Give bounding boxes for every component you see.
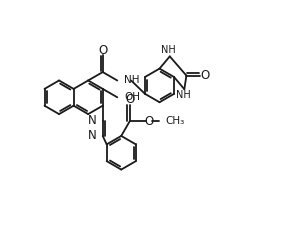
Text: CH₃: CH₃	[165, 116, 185, 126]
Text: O: O	[200, 69, 209, 82]
Text: O: O	[145, 115, 154, 128]
Text: O: O	[98, 44, 107, 57]
Text: NH: NH	[124, 75, 140, 86]
Text: N: N	[88, 129, 97, 142]
Text: NH: NH	[176, 90, 191, 100]
Text: O: O	[125, 93, 134, 106]
Text: NH: NH	[161, 46, 176, 55]
Text: OH: OH	[124, 92, 140, 102]
Text: N: N	[88, 114, 97, 127]
